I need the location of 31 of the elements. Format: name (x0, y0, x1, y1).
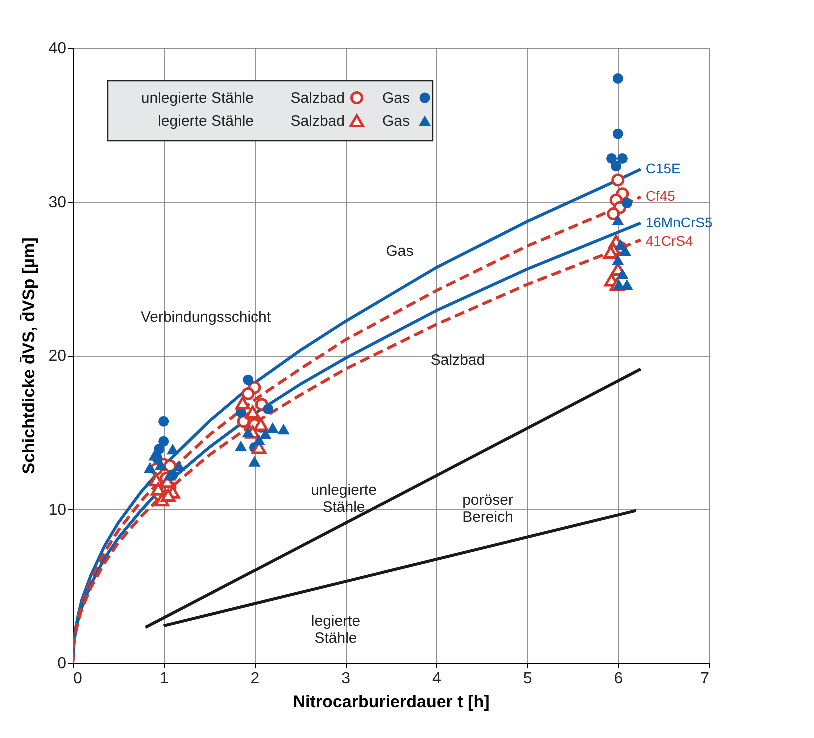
x-tick-label: 3 (342, 670, 351, 688)
legend-label: Salzbad (290, 113, 345, 130)
legend-label: Salzbad (290, 90, 345, 107)
series-label: 16MnCrS5 (646, 214, 713, 230)
series-label: 41CrS4 (646, 233, 694, 250)
x-tick-label: 0 (74, 670, 82, 688)
x-axis-title: Nitrocarburierdauer t [h] (293, 692, 490, 712)
y-tick-label: 40 (48, 40, 67, 58)
y-tick-label: 0 (58, 656, 67, 672)
y-axis-title: Schichtdicke d̄VS, d̄VSp [µm] (20, 238, 39, 474)
legend-label: Gas (382, 90, 410, 107)
x-tick-label: 5 (523, 670, 532, 688)
annotation: Verbindungsschicht (140, 309, 272, 326)
annotation: legierte Stähle (158, 113, 254, 130)
legend-label: Gas (382, 113, 410, 130)
x-tick-label: 4 (432, 670, 442, 688)
annotation: Salzbad (430, 352, 486, 369)
annotation: unlegierte Stähle (311, 482, 377, 516)
annotation: poröser Bereich (462, 492, 514, 526)
y-tick-label: 30 (48, 194, 67, 212)
annotation: Gas (386, 243, 414, 260)
annotation: legierte Stähle (311, 613, 361, 647)
x-tick-label: 7 (700, 670, 710, 688)
series-label: C15E (646, 160, 681, 176)
x-tick-label: 1 (160, 670, 169, 688)
x-tick-label: 6 (614, 670, 624, 688)
annotation: unlegierte Stähle (141, 90, 254, 107)
y-tick-label: 20 (48, 348, 67, 365)
x-tick-label: 2 (250, 670, 260, 688)
series-label: Cf45 (646, 188, 676, 204)
y-tick-label: 10 (48, 502, 67, 519)
